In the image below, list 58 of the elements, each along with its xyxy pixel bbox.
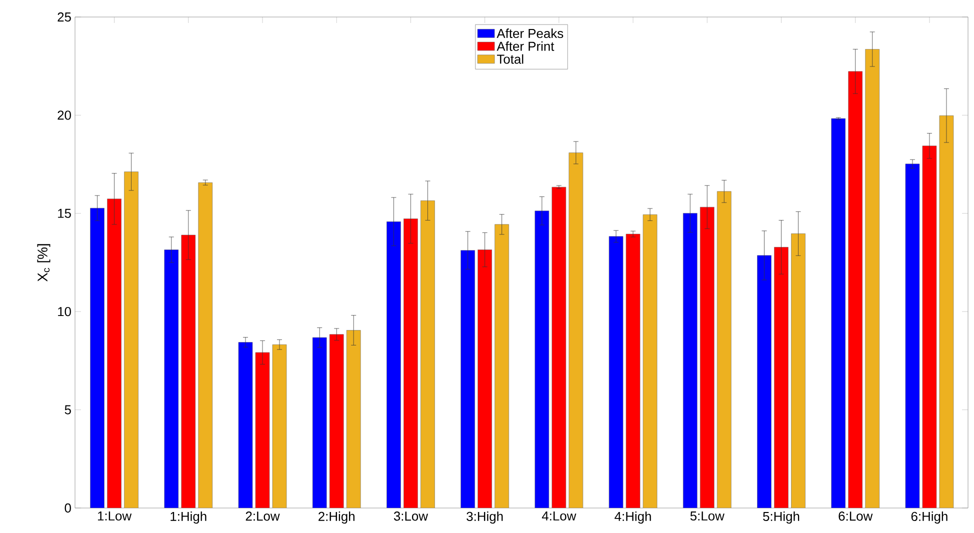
bar (717, 191, 732, 508)
bar (124, 172, 138, 508)
x-tick-label: 3:High (466, 512, 503, 524)
bar (181, 234, 196, 508)
bar (420, 200, 435, 508)
bar (905, 164, 920, 508)
y-tick-label: 5 (64, 405, 71, 414)
bar (774, 247, 788, 508)
x-tick-label: 6:Low (838, 512, 873, 521)
bar (255, 352, 270, 508)
bar (346, 330, 361, 508)
bar (164, 250, 179, 508)
bar (848, 71, 863, 508)
bar (404, 218, 418, 508)
bar (272, 344, 287, 508)
bar (757, 255, 772, 508)
y-tick-label: 20 (58, 110, 71, 120)
bar (478, 250, 492, 508)
bar (386, 221, 401, 508)
y-tick-label: 15 (58, 208, 71, 218)
bar (552, 186, 566, 508)
bar (238, 342, 253, 508)
x-tick-label: 4:High (614, 512, 651, 524)
y-tick-label: 0 (64, 503, 71, 513)
bar (460, 250, 475, 508)
bar (791, 233, 806, 508)
y-axis-title: X$_{c}$ [%] (37, 244, 50, 282)
bar (642, 214, 658, 508)
bar (865, 49, 880, 508)
x-tick-label: 4:Low (542, 512, 576, 521)
y-tick-label: 10 (58, 307, 71, 316)
x-tick-label: 2:High (318, 512, 354, 524)
bar (939, 115, 954, 508)
bar (922, 146, 937, 508)
x-tick-label: 2:Low (246, 512, 280, 521)
bar (683, 213, 698, 508)
x-tick-label: 5:High (763, 512, 800, 524)
bar (329, 334, 344, 508)
x-tick-label: 1:High (170, 512, 206, 524)
x-tick-label: 3:Low (394, 512, 428, 521)
legend-label: Total (496, 54, 524, 64)
bar (494, 224, 509, 508)
legend-label: After Peaks (496, 28, 564, 38)
x-tick-label: 1:Low (98, 512, 132, 521)
bar (107, 198, 122, 508)
bar (568, 152, 584, 508)
bar (626, 234, 640, 508)
x-tick-label: 5:Low (690, 512, 724, 521)
legend-label: After Print (496, 41, 554, 51)
bar (198, 182, 213, 508)
bar (700, 206, 714, 508)
bar (90, 208, 104, 508)
bar (831, 118, 846, 508)
bar (608, 236, 624, 508)
x-tick-label: 6:High (911, 512, 948, 524)
bar (534, 210, 550, 508)
bar (312, 337, 327, 508)
y-tick-label: 25 (58, 12, 71, 22)
